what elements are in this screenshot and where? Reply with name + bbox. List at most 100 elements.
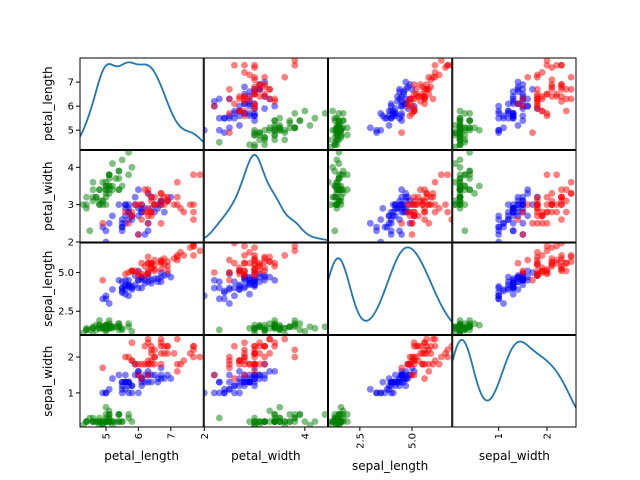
data-point [417,342,424,350]
data-point [266,126,274,134]
data-point [141,262,149,270]
data-point [204,126,208,134]
data-point [226,371,233,379]
panel-petal_width-vs-petal_width [204,153,328,241]
data-point [329,107,337,115]
data-point [286,124,294,132]
data-point [246,88,253,96]
data-point [131,201,139,209]
data-point [425,367,433,375]
data-point [226,378,233,386]
data-point [567,258,575,266]
data-point [466,109,474,117]
data-point [173,193,181,201]
data-point [276,403,284,411]
data-point [196,247,204,255]
panel-frame [328,150,453,243]
panel-petal_width-vs-petal_length [80,150,204,242]
data-point [281,136,289,144]
data-point [226,276,233,284]
data-point [266,367,274,375]
data-point [311,324,319,332]
data-point [543,58,551,64]
data-point [543,265,551,273]
data-point [215,389,223,397]
data-point [251,109,258,117]
data-point [471,190,478,197]
data-point [423,335,431,343]
data-point [220,129,228,137]
data-point [423,190,431,197]
data-point [109,286,116,293]
data-point [102,190,110,197]
data-point [437,58,445,64]
data-point [83,326,90,334]
kde-line-sepal_length [328,246,452,322]
panel-sepal_length-vs-petal_length [80,243,204,335]
data-point [514,275,522,283]
data-point [226,124,233,132]
data-point [321,109,328,117]
data-point [524,186,532,194]
data-point [410,105,418,112]
data-point [251,367,258,375]
data-point [131,267,139,275]
data-point [456,175,464,182]
data-point [144,227,152,235]
data-point [442,201,449,209]
x-axis-label-sepal_width: sepal_width [479,449,550,463]
data-point [475,126,483,134]
data-point [180,357,188,365]
data-point [271,342,279,350]
data-point [417,97,424,105]
data-point [509,227,517,235]
data-point [333,156,341,164]
data-point [461,131,469,139]
y-axis-label-petal_width: petal_width [41,162,55,231]
data-point [236,389,243,397]
data-point [333,136,341,144]
data-point [504,201,512,209]
data-point [444,208,451,216]
data-point [125,283,133,290]
y-tick-label: 5.0 [58,268,74,279]
data-point [173,367,181,375]
panel-petal_length-vs-sepal_length [328,58,452,150]
data-point [448,342,452,350]
data-point [118,289,126,297]
data-point [286,119,294,127]
data-point [538,219,546,227]
data-point [190,201,197,209]
data-point [256,418,263,426]
panel-sepal_length-vs-petal_width [204,243,328,335]
data-point [261,126,269,134]
data-point [509,109,517,117]
data-point [231,100,238,108]
data-point [456,201,464,209]
data-point [96,414,103,422]
data-point [514,259,522,267]
x-axis-label-petal_length: petal_length [104,449,179,463]
data-point [331,114,339,122]
data-point [529,129,536,137]
data-point [266,258,274,266]
data-point [141,186,149,194]
data-point [210,269,218,276]
data-point [331,227,339,235]
data-point [431,335,439,343]
data-point [215,295,223,303]
data-point [99,364,107,372]
panel-frame [203,335,328,428]
data-point [271,136,279,144]
data-point [529,276,536,284]
data-point [495,283,503,290]
data-point [339,109,347,117]
data-point [379,378,387,386]
data-point [246,279,253,287]
data-point [215,414,223,422]
panel-petal_width-vs-sepal_length [328,150,452,242]
data-point [144,269,152,276]
data-point [102,324,110,332]
panel-petal_length-vs-petal_width [204,58,328,150]
y-tick-label: 7 [68,78,74,89]
